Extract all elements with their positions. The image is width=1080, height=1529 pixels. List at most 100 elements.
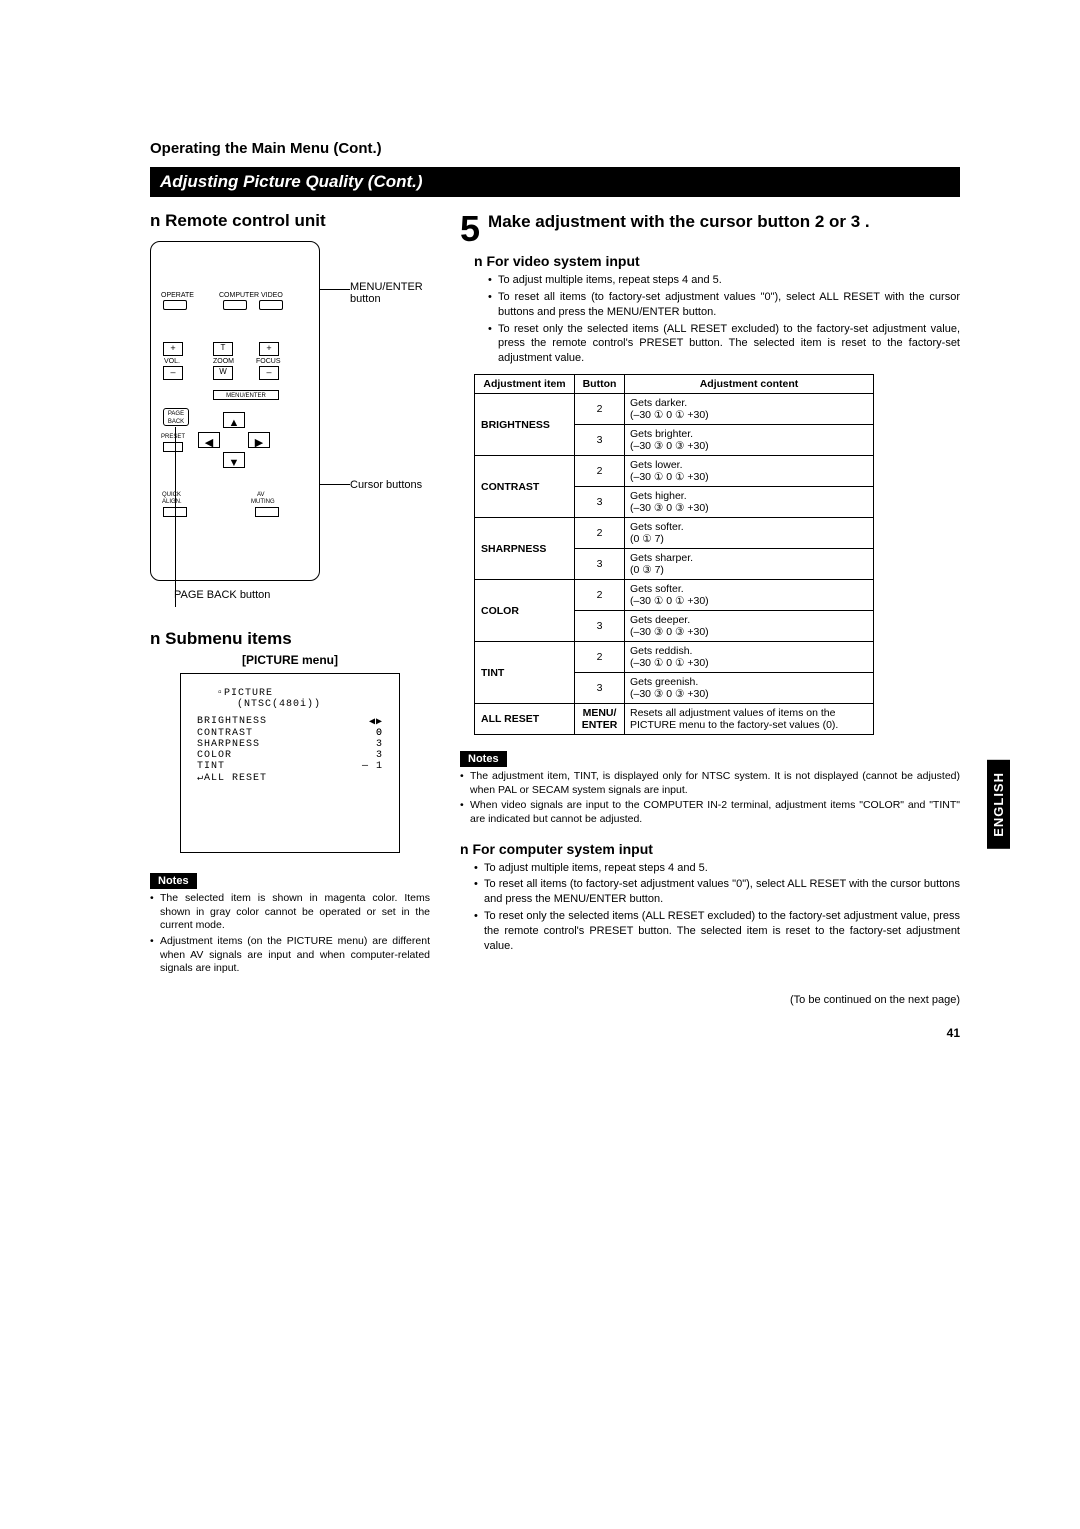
bullet-item: To reset all items (to factory-set adjus… [488,290,960,320]
td-btn: MENU/ENTER [575,704,625,735]
osd-row-name: ALL RESET [204,773,267,784]
osd-row-name: TINT [197,761,225,772]
computer-bullets: To adjust multiple items, repeat steps 4… [474,861,960,954]
osd-row-name: SHARPNESS [197,739,260,750]
td-btn: 2 [575,642,625,673]
label-focus: FOCUS [256,358,281,365]
td-btn: 3 [575,549,625,580]
osd-row-val: 0 [376,728,383,739]
osd-row-val: 3 [376,750,383,761]
btn-preset [163,442,183,452]
label-operate: OPERATE [161,292,194,299]
td-item: SHARPNESS [475,518,575,580]
btn-page-back: PAGEBACK [163,408,189,426]
btn-computer [223,300,247,310]
td-item: ALL RESET [475,704,575,735]
td-content: Gets higher.(–30 ③ 0 ③ +30) [625,487,874,518]
notes-list: The adjustment item, TINT, is displayed … [460,770,960,827]
td-content: Gets greenish.(–30 ③ 0 ③ +30) [625,673,874,704]
callout-line [175,427,176,607]
video-bullets: To adjust multiple items, repeat steps 4… [488,273,960,366]
callout-menu-enter: MENU/ENTER button [350,281,440,305]
td-content: Resets all adjustment values of items on… [625,704,874,735]
td-btn: 3 [575,425,625,456]
btn-focus-minus: – [259,366,279,380]
bullet-item: To adjust multiple items, repeat steps 4… [488,273,960,288]
btn-cursor-right: ▶ [248,432,270,448]
td-btn: 2 [575,456,625,487]
note-item: The selected item is shown in magenta co… [150,892,430,933]
osd-signal: (NTSC(480i)) [237,699,383,710]
btn-cursor-left: ◀ [198,432,220,448]
td-btn: 2 [575,580,625,611]
label-preset: PRESET [161,434,185,440]
page-back-label: PAGE BACK button [174,589,430,601]
osd-row-name: BRIGHTNESS [197,716,267,728]
osd-row-val: — 1 [362,761,383,772]
bullet-item: To reset only the selected items (ALL RE… [488,322,960,367]
label-computer: COMPUTER [219,292,259,299]
td-btn: 3 [575,611,625,642]
td-item: BRIGHTNESS [475,394,575,456]
note-item: Adjustment items (on the PICTURE menu) a… [150,935,430,976]
bullet-item: To adjust multiple items, repeat steps 4… [474,861,960,876]
label-muting: MUTING [251,499,275,505]
th-content: Adjustment content [625,375,874,394]
td-item: COLOR [475,580,575,642]
callout-cursor: Cursor buttons [350,479,440,491]
td-btn: 2 [575,394,625,425]
label-av: AV [257,492,265,498]
label-zoom: ZOOM [213,358,234,365]
th-button: Button [575,375,625,394]
note-item: The adjustment item, TINT, is displayed … [460,770,960,797]
td-btn: 3 [575,487,625,518]
step-number: 5 [460,211,480,247]
btn-vol-plus: + [163,342,183,356]
btn-operate [163,300,187,310]
label-vol: VOL. [164,358,180,365]
note-item: When video signals are input to the COMP… [460,799,960,826]
btn-vol-minus: – [163,366,183,380]
remote-title: n Remote control unit [150,211,430,231]
computer-input-heading: n For computer system input [460,841,960,857]
label-video: VIDEO [261,292,283,299]
label-quick: QUICK [162,492,181,498]
td-content: Gets lower.(–30 ① 0 ① +30) [625,456,874,487]
step-text: Make adjustment with the cursor button 2… [488,211,870,232]
notes-label: Notes [150,873,197,889]
language-tab: ENGLISH [987,760,1010,849]
btn-focus-plus: + [259,342,279,356]
btn-cursor-up: ▲ [223,412,245,428]
continued-note: (To be continued on the next page) [460,994,960,1006]
osd-row-name: COLOR [197,750,232,761]
page-number: 41 [460,1026,960,1040]
section-bar: Adjusting Picture Quality (Cont.) [150,167,960,197]
btn-av-muting [255,507,279,517]
osd-row-val: 3 [376,739,383,750]
td-content: Gets reddish.(–30 ① 0 ① +30) [625,642,874,673]
td-item: TINT [475,642,575,704]
adjustment-table: Adjustment item Button Adjustment conten… [474,374,874,735]
breadcrumb: Operating the Main Menu (Cont.) [150,140,960,157]
td-btn: 2 [575,518,625,549]
osd-picture-menu: ▫PICTURE (NTSC(480i)) BRIGHTNESS◀▶ 0 CON… [180,673,400,853]
bullet-item: To reset all items (to factory-set adjus… [474,877,960,907]
td-content: Gets deeper.(–30 ③ 0 ③ +30) [625,611,874,642]
btn-video [259,300,283,310]
notes-list: The selected item is shown in magenta co… [150,892,430,976]
td-content: Gets sharper.(0 ③ 7) [625,549,874,580]
video-input-heading: n For video system input [474,253,960,269]
td-content: Gets brighter.(–30 ③ 0 ③ +30) [625,425,874,456]
osd-row-name: CONTRAST [197,728,253,739]
btn-zoom-t: T [213,342,233,356]
th-item: Adjustment item [475,375,575,394]
btn-cursor-down: ▼ [223,452,245,468]
submenu-label: [PICTURE menu] [150,653,430,667]
submenu-title: n Submenu items [150,629,430,649]
td-content: Gets softer.(0 ① 7) [625,518,874,549]
osd-title: PICTURE [224,688,273,699]
btn-menu-enter: MENU/ENTER [213,390,279,400]
td-btn: 3 [575,673,625,704]
btn-zoom-w: W [213,366,233,380]
notes-label: Notes [460,751,507,767]
